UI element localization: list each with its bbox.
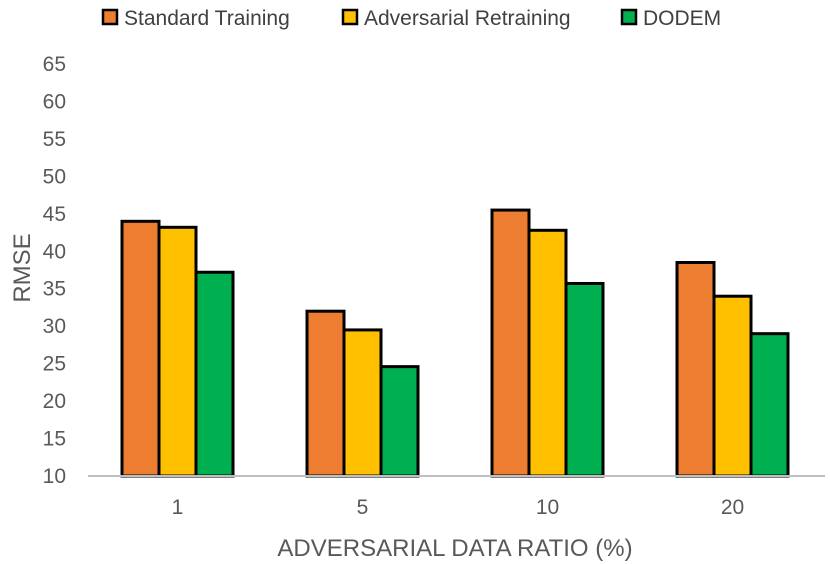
bar-standard-training-20 [675, 261, 716, 478]
bar-standard-training-10 [490, 208, 531, 478]
legend-swatch [341, 8, 359, 26]
y-tick-label: 15 [43, 428, 66, 451]
bars [120, 208, 790, 478]
y-tick-label: 25 [43, 353, 66, 376]
y-tick-label: 20 [43, 390, 66, 413]
bar-adversarial-retraining-20 [712, 294, 753, 478]
y-tick-label: 60 [43, 90, 66, 113]
y-tick-label: 10 [43, 465, 66, 488]
y-tick-label: 65 [43, 53, 66, 76]
bar-standard-training-1 [120, 219, 161, 478]
y-tick-label: 35 [43, 278, 66, 301]
bar-standard-training-5 [305, 309, 346, 478]
x-axis-title: ADVERSARIAL DATA RATIO (%) [277, 535, 632, 562]
x-tick-label: 1 [172, 496, 184, 519]
bar-adversarial-retraining-1 [157, 225, 198, 478]
bar-adversarial-retraining-10 [527, 228, 568, 478]
y-tick-label: 40 [43, 240, 66, 263]
bar-dodem-10 [564, 281, 605, 478]
legend: Standard Training Adversarial Retraining D… [101, 7, 721, 30]
legend-label: DODEM [643, 7, 721, 30]
y-axis-title: RMSE [9, 233, 36, 302]
bar-dodem-20 [749, 332, 790, 478]
y-tick-label: 45 [43, 203, 66, 226]
x-tick-label: 20 [721, 496, 744, 519]
y-tick-label: 50 [43, 165, 66, 188]
bar-dodem-5 [379, 365, 420, 478]
x-tick-label: 5 [357, 496, 369, 519]
x-axis: 1 5 10 20 [88, 475, 825, 519]
legend-swatch [620, 8, 638, 26]
y-tick-label: 30 [43, 315, 66, 338]
y-axis: 10 15 20 25 30 35 40 45 50 55 60 65 [43, 53, 66, 488]
legend-swatch [101, 8, 119, 26]
legend-label: Standard Training [124, 7, 290, 30]
bar-dodem-1 [194, 270, 235, 478]
legend-label: Adversarial Retraining [364, 7, 571, 30]
y-tick-label: 55 [43, 128, 66, 151]
x-tick-label: 10 [536, 496, 559, 519]
bar-adversarial-retraining-5 [342, 328, 383, 478]
